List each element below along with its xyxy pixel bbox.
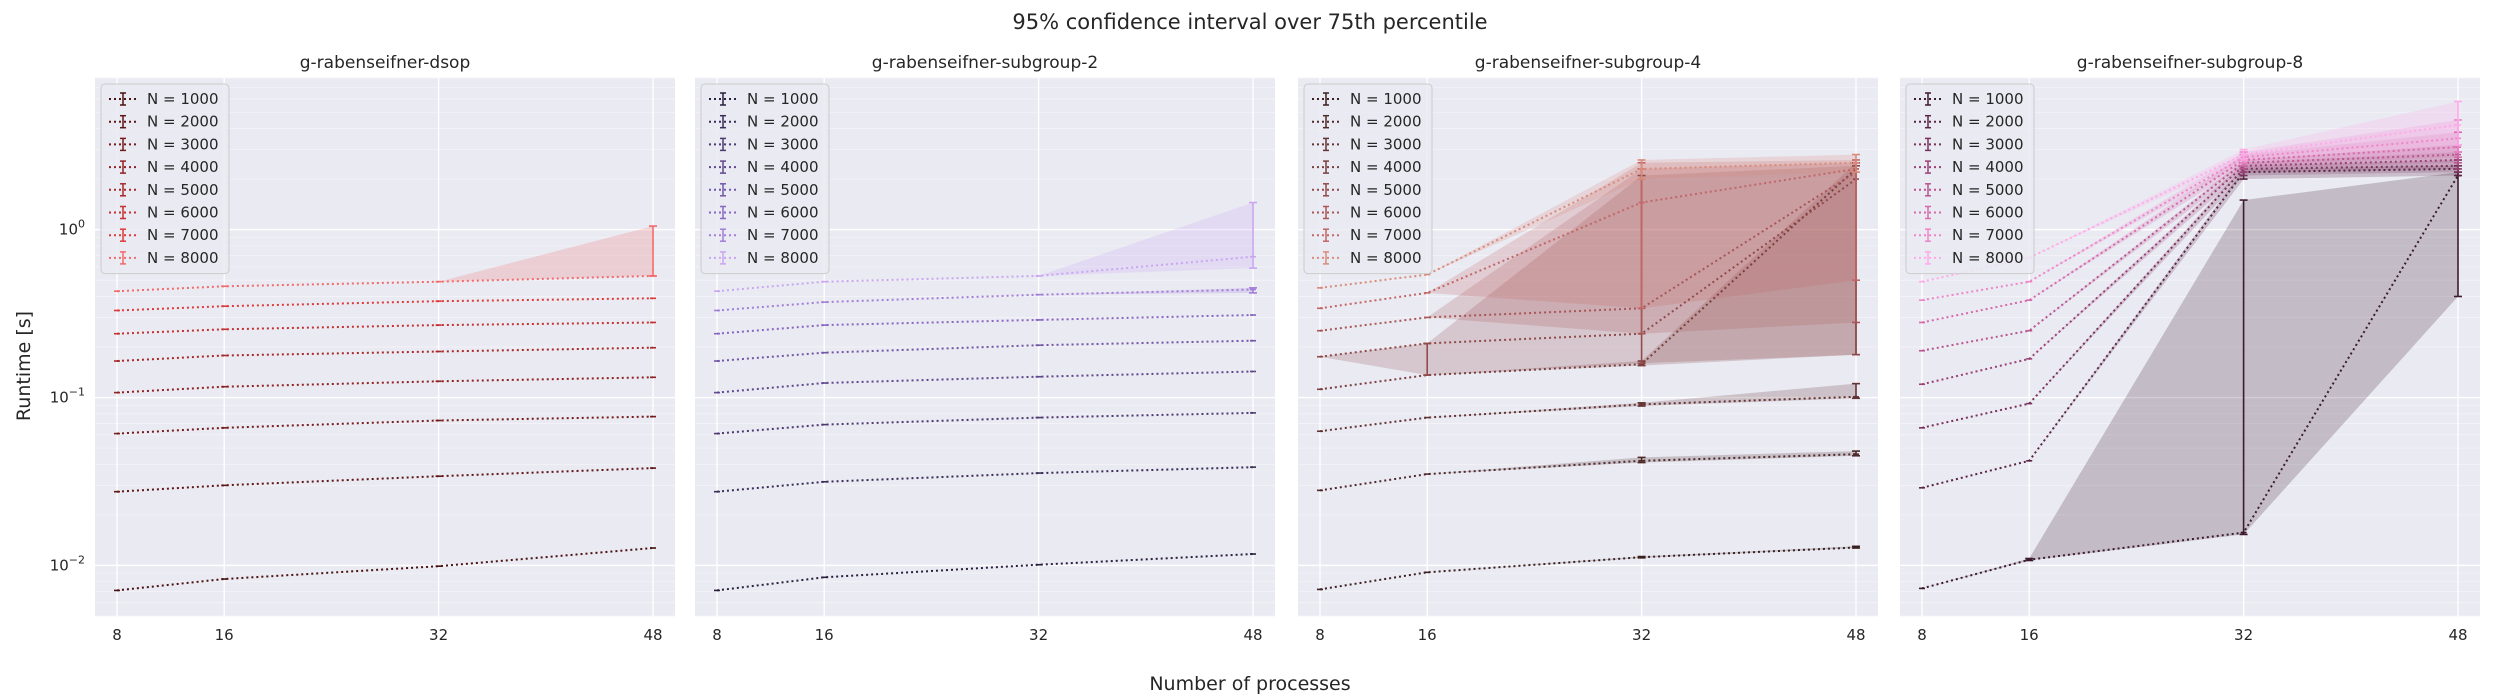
legend-label: N = 7000 — [1350, 226, 1422, 244]
legend-label: N = 5000 — [1350, 181, 1422, 199]
legend-label: N = 7000 — [1952, 226, 2024, 244]
series-line — [1921, 153, 2459, 352]
confidence-band — [1320, 383, 1856, 432]
confidence-band — [1320, 160, 1856, 309]
legend-label: N = 4000 — [1350, 158, 1422, 176]
legend-label: N = 2000 — [1952, 113, 2024, 131]
legend-box — [1905, 83, 2035, 275]
legend-label: N = 3000 — [1952, 135, 2024, 153]
confidence-band — [1320, 162, 1856, 390]
legend-box — [100, 83, 230, 275]
y-tick-label: 10−1 — [50, 386, 85, 407]
legend: N = 1000 N = 2000 N = 3000 N = 4000 N = 5000… — [700, 83, 830, 275]
legend-label: N = 2000 — [747, 113, 819, 131]
series-line — [1319, 178, 1857, 358]
series-line — [1921, 159, 2459, 386]
series-line — [116, 547, 654, 592]
subplot-title: g-rabenseifner-subgroup-2 — [872, 53, 1098, 73]
x-tick-label: 16 — [215, 626, 234, 644]
x-tick-label: 32 — [429, 626, 448, 644]
confidence-band — [717, 202, 1253, 292]
series-line — [1921, 174, 2459, 590]
legend-label: N = 3000 — [147, 135, 219, 153]
series-line — [1921, 124, 2459, 283]
confidence-band — [1320, 165, 1856, 376]
figure-xlabel: Number of processes — [1149, 673, 1350, 695]
x-tick-label: 16 — [815, 626, 834, 644]
legend-box — [1303, 83, 1433, 275]
x-tick-label: 48 — [643, 626, 662, 644]
legend-label: N = 8000 — [147, 249, 219, 267]
legend-label: N = 3000 — [747, 135, 819, 153]
x-tick-label: 48 — [1846, 626, 1865, 644]
confidence-band — [1320, 451, 1856, 491]
x-tick-label: 8 — [112, 626, 122, 644]
legend-label: N = 8000 — [1952, 249, 2024, 267]
x-tick-label: 32 — [2234, 626, 2253, 644]
confidence-band — [1922, 120, 2458, 301]
figure-title: 95% confidence interval over 75th percen… — [1012, 10, 1487, 34]
legend-label: N = 5000 — [1952, 181, 2024, 199]
legend-label: N = 3000 — [1350, 135, 1422, 153]
series-line — [1921, 167, 2459, 489]
subplot-1: 10−2 10−1 100 8 16 32 48 g-rabenseifner-dsop N =… — [50, 53, 675, 644]
legend-label: N = 5000 — [747, 181, 819, 199]
confidence-band — [717, 287, 1253, 311]
subplot-2: 8 16 32 48 g-rabenseifner-subgroup-2 N = 1000… — [695, 53, 1275, 644]
subplot-4: 8 16 32 48 g-rabenseifner-subgroup-8 N = 1000… — [1900, 53, 2480, 644]
legend-label: N = 1000 — [747, 90, 819, 108]
legend: N = 1000 N = 2000 N = 3000 N = 4000 N = 5000… — [100, 83, 230, 275]
y-tick-label: 10−2 — [50, 553, 85, 574]
legend-label: N = 1000 — [1350, 90, 1422, 108]
legend: N = 1000 N = 2000 N = 3000 N = 4000 N = 5000… — [1905, 83, 2035, 275]
series-line — [1319, 168, 1857, 391]
x-tick-label: 32 — [1029, 626, 1048, 644]
legend-label: N = 6000 — [1350, 204, 1422, 222]
legend-label: N = 6000 — [147, 204, 219, 222]
legend-label: N = 6000 — [747, 204, 819, 222]
confidence-band — [1922, 172, 2458, 589]
subplots: 10−2 10−1 100 8 16 32 48 g-rabenseifner-dsop N =… — [50, 53, 2480, 644]
series-line — [1319, 171, 1857, 332]
legend-label: N = 8000 — [747, 249, 819, 267]
legend-label: N = 2000 — [1350, 113, 1422, 131]
legend-label: N = 6000 — [1952, 204, 2024, 222]
subplot-title: g-rabenseifner-dsop — [300, 53, 471, 73]
legend-label: N = 7000 — [147, 226, 219, 244]
series-line — [1319, 395, 1857, 433]
confidence-band — [1320, 154, 1856, 288]
legend: N = 1000 N = 2000 N = 3000 N = 4000 N = 5000… — [1303, 83, 1433, 275]
confidence-band — [117, 226, 653, 292]
x-tick-label: 48 — [2448, 626, 2467, 644]
legend-box — [700, 83, 830, 275]
x-tick-label: 8 — [1315, 626, 1325, 644]
legend-label: N = 1000 — [147, 90, 219, 108]
legend-label: N = 2000 — [147, 113, 219, 131]
subplot-3: 8 16 32 48 g-rabenseifner-subgroup-4 N = 1000… — [1298, 53, 1878, 644]
series-line — [1319, 453, 1857, 492]
figure-ylabel: Runtime [s] — [13, 311, 35, 421]
x-tick-label: 48 — [1243, 626, 1262, 644]
y-tick-label: 100 — [59, 218, 85, 239]
confidence-band — [1922, 101, 2458, 282]
legend-label: N = 4000 — [147, 158, 219, 176]
legend-label: N = 4000 — [1952, 158, 2024, 176]
x-tick-label: 8 — [1917, 626, 1927, 644]
legend-label: N = 1000 — [1952, 90, 2024, 108]
series-line — [716, 553, 1254, 592]
series-line — [1319, 546, 1857, 591]
x-tick-label: 32 — [1632, 626, 1651, 644]
legend-label: N = 7000 — [747, 226, 819, 244]
subplot-title: g-rabenseifner-subgroup-8 — [2077, 53, 2303, 73]
x-tick-label: 8 — [712, 626, 722, 644]
legend-label: N = 5000 — [147, 181, 219, 199]
legend-label: N = 8000 — [1350, 249, 1422, 267]
x-tick-label: 16 — [1418, 626, 1437, 644]
x-tick-label: 16 — [2020, 626, 2039, 644]
subplot-title: g-rabenseifner-subgroup-4 — [1475, 53, 1701, 73]
legend-label: N = 4000 — [747, 158, 819, 176]
